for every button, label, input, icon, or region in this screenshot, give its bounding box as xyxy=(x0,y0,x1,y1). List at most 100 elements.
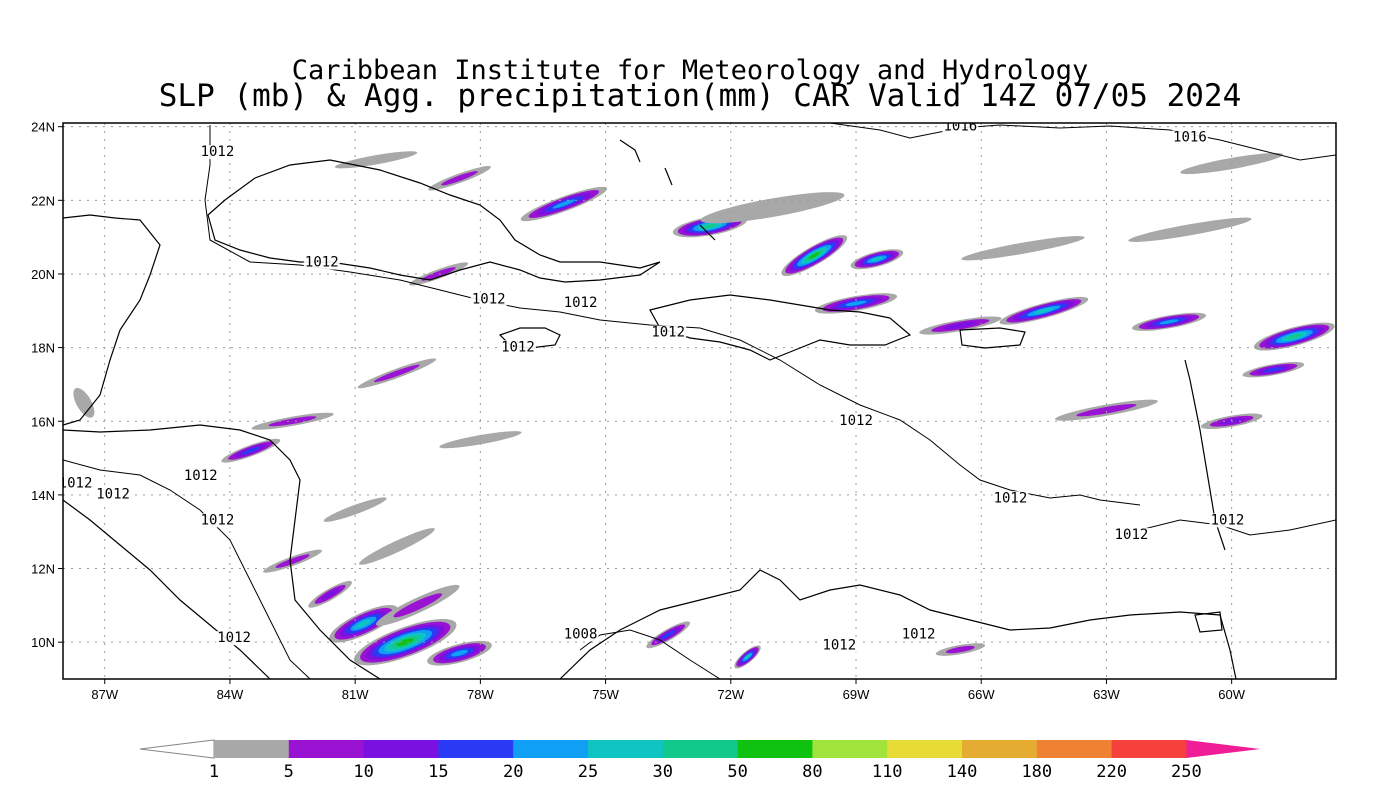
isobar-label: 1012 xyxy=(1115,527,1149,543)
coastline-puerto-rico xyxy=(959,327,1026,349)
precip-cell xyxy=(251,412,334,430)
lon-tick-label: 63W xyxy=(1093,687,1120,702)
precip-contour xyxy=(421,267,456,281)
colorbar-label: 5 xyxy=(284,762,294,782)
precip-contour xyxy=(1128,217,1252,242)
isobar-label: 1012 xyxy=(902,626,936,642)
colorbar-swatch xyxy=(737,740,813,758)
coastline-yucatan xyxy=(63,214,161,426)
colorbar-below-arrow xyxy=(139,739,215,759)
isobar-label: 1016 xyxy=(944,118,978,134)
isobar-label: 1012 xyxy=(217,630,251,646)
precip-contour xyxy=(1076,404,1137,417)
isobar-labels: 1012 1016 1016 1012 1012 1012 1012 1012 1012 1012… xyxy=(59,118,1246,654)
colorbar-label: 220 xyxy=(1096,762,1127,782)
precip-contour xyxy=(1034,307,1054,314)
colorbar-label: 10 xyxy=(353,762,373,782)
title-product: SLP (mb) & Agg. precipitation(mm) CAR Va… xyxy=(159,78,1242,114)
lon-tick-label: 87W xyxy=(91,687,118,702)
precip-contour xyxy=(1286,333,1302,340)
lat-tick-label: 20N xyxy=(31,267,55,282)
colorbar-swatch xyxy=(363,740,439,758)
precip-cell xyxy=(999,296,1089,325)
precip-cell xyxy=(308,580,352,608)
isobar-label-bg xyxy=(942,123,979,134)
map-axes: 87W 84W 81W 78W 75W 72W 69W 66W 63W 60W 24N 22N 20N 1… xyxy=(31,120,1246,702)
colorbar-above-arrow xyxy=(1186,740,1261,758)
lat-tick-label: 10N xyxy=(31,635,55,650)
precip-contour xyxy=(374,364,420,383)
isobar-label-bg xyxy=(182,469,219,484)
precip-contour xyxy=(439,431,522,449)
precipitation-colorbar: 1 5 10 15 20 25 30 50 80 110 140 180 220 250 xyxy=(139,739,1261,782)
isobar-label-bg xyxy=(199,145,236,160)
precip-contour xyxy=(275,554,310,568)
isobar-1016-north xyxy=(829,123,1336,161)
isobar-label-bg xyxy=(470,292,507,307)
colorbar-label: 30 xyxy=(653,762,673,782)
precip-contour xyxy=(393,593,443,618)
precip-contour xyxy=(268,416,317,427)
colorbar-label: 250 xyxy=(1171,762,1202,782)
precip-cell xyxy=(409,262,469,286)
isobar-label: 1012 xyxy=(994,490,1028,506)
isobar-label: 1012 xyxy=(1211,512,1245,528)
precip-contour xyxy=(943,321,978,330)
isobar-label: 1012 xyxy=(201,512,235,528)
colorbar-swatch xyxy=(438,740,514,758)
precip-cell xyxy=(221,438,281,463)
isobar-label: 1008 xyxy=(564,626,598,642)
precip-contour xyxy=(661,630,676,640)
isobar-label: 1012 xyxy=(651,325,685,341)
precip-contour xyxy=(359,528,435,565)
colorbar-label: 1 xyxy=(209,762,219,782)
lat-tick-label: 24N xyxy=(31,120,55,135)
isobar-label-bg xyxy=(992,491,1029,506)
isobar-label-bg xyxy=(216,631,253,646)
isobar-label-bg xyxy=(95,487,132,502)
isobar-label: 1012 xyxy=(822,638,856,654)
precip-cell xyxy=(961,236,1085,261)
isobar-label-bg xyxy=(63,476,94,491)
precip-contour xyxy=(961,236,1085,261)
coastline-hispaniola xyxy=(649,294,912,361)
precip-contour xyxy=(845,300,867,307)
isobar-label: 1012 xyxy=(59,476,93,492)
precip-cell xyxy=(734,645,761,669)
isobar-label-bg xyxy=(199,513,236,528)
colorbar-label: 20 xyxy=(503,762,523,782)
lat-tick-label: 22N xyxy=(31,193,55,208)
precip-cell xyxy=(1253,322,1335,351)
precip-cell xyxy=(357,358,437,389)
precipitation-layer xyxy=(73,151,1335,669)
isobar-label-bg xyxy=(1113,528,1150,543)
colorbar-label: 25 xyxy=(578,762,598,782)
isobar-label: 1016 xyxy=(1173,129,1207,145)
precip-contour xyxy=(241,446,261,455)
isobar-label-bg xyxy=(562,296,599,311)
lon-tick-label: 81W xyxy=(342,687,369,702)
colorbar-label: 50 xyxy=(727,762,747,782)
colorbar-swatch xyxy=(962,740,1038,758)
colorbar-swatch xyxy=(513,740,589,758)
colorbar-swatch xyxy=(662,740,739,758)
coastline-south-america xyxy=(559,569,1237,679)
precip-cell xyxy=(1242,362,1305,378)
isobar-label: 1012 xyxy=(564,295,598,311)
isobar-contours xyxy=(63,123,1336,679)
precip-cell xyxy=(428,166,491,191)
precip-contour xyxy=(1263,367,1284,373)
precip-contour xyxy=(702,223,717,229)
colorbar-label: 80 xyxy=(802,762,822,782)
precip-contour xyxy=(808,252,820,259)
precip-cell xyxy=(814,293,898,314)
colorbar-swatch xyxy=(1036,740,1113,758)
precip-cell xyxy=(329,604,398,643)
precip-contour xyxy=(323,497,387,522)
isobar-label-bg xyxy=(499,340,536,355)
colorbar-swatch xyxy=(812,740,888,758)
colorbar-swatch xyxy=(588,740,664,758)
coastline-central-america xyxy=(63,424,381,679)
precip-cell xyxy=(439,431,522,449)
